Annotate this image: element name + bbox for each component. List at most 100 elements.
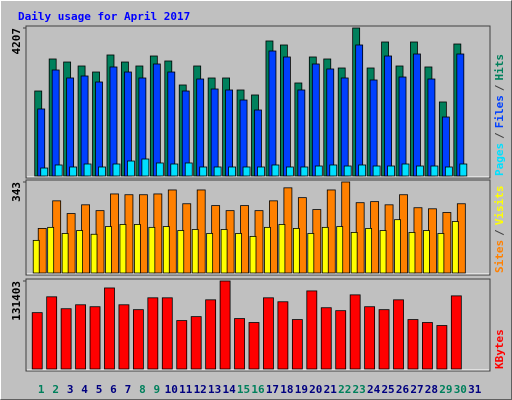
bar bbox=[51, 69, 60, 177]
bar bbox=[271, 164, 280, 177]
bar bbox=[76, 230, 83, 274]
bar bbox=[277, 301, 289, 370]
bar bbox=[407, 319, 419, 370]
bar bbox=[451, 221, 459, 274]
bar bbox=[393, 299, 404, 370]
bar bbox=[95, 81, 103, 177]
x-tick-label: 5 bbox=[96, 383, 103, 396]
bar bbox=[297, 89, 306, 177]
bar bbox=[340, 77, 349, 177]
x-tick-label: 20 bbox=[309, 383, 322, 396]
bar bbox=[119, 224, 127, 274]
x-tick-label: 28 bbox=[425, 383, 438, 396]
x-tick-label: 23 bbox=[353, 383, 366, 396]
bar bbox=[300, 166, 309, 177]
bar bbox=[234, 318, 245, 370]
bar bbox=[83, 163, 92, 177]
bar bbox=[306, 290, 318, 370]
x-tick-label: 14 bbox=[222, 383, 236, 396]
x-tick-label: 10 bbox=[165, 383, 178, 396]
bar bbox=[47, 226, 55, 274]
bar bbox=[387, 165, 395, 177]
x-tick-label: 17 bbox=[266, 383, 279, 396]
bar bbox=[329, 164, 338, 177]
bar bbox=[263, 297, 274, 370]
bar bbox=[40, 167, 49, 177]
bar bbox=[372, 165, 381, 177]
bar bbox=[278, 224, 286, 274]
bar bbox=[335, 310, 347, 370]
bar bbox=[80, 75, 89, 177]
bar bbox=[90, 233, 98, 274]
bar bbox=[196, 78, 205, 177]
bar bbox=[225, 89, 233, 177]
x-tick-label: 27 bbox=[410, 383, 423, 396]
bar bbox=[437, 233, 445, 274]
bar bbox=[283, 56, 291, 177]
x-tick-label: 25 bbox=[381, 383, 394, 396]
bar bbox=[75, 304, 86, 370]
bar bbox=[61, 233, 69, 274]
bar bbox=[105, 226, 112, 274]
legend: Sites / Visits bbox=[493, 186, 506, 274]
legend: KBytes bbox=[493, 329, 506, 369]
x-tick-label: 26 bbox=[396, 383, 410, 396]
bar bbox=[89, 306, 101, 370]
bar bbox=[210, 88, 219, 177]
x-tick-label: 2 bbox=[52, 383, 59, 396]
bar bbox=[46, 296, 58, 370]
bar bbox=[60, 308, 72, 370]
chart-title: Daily usage for April 2017 bbox=[18, 10, 190, 23]
bar bbox=[69, 166, 78, 177]
bar bbox=[220, 229, 228, 274]
legend-entry: Hits bbox=[493, 54, 506, 81]
bar bbox=[436, 325, 448, 370]
bar bbox=[384, 55, 392, 177]
bar bbox=[98, 166, 106, 177]
bar bbox=[109, 66, 118, 177]
legend: Pages / Files / Hits bbox=[493, 54, 506, 176]
bar bbox=[349, 294, 361, 370]
bar bbox=[416, 165, 424, 177]
y-max-label: 343 bbox=[10, 182, 23, 202]
bar bbox=[321, 226, 329, 274]
x-tick-label: 11 bbox=[179, 383, 193, 396]
bar bbox=[132, 309, 144, 370]
bar bbox=[364, 306, 376, 370]
legend-entry: Files bbox=[493, 95, 506, 128]
bar bbox=[32, 239, 40, 274]
bar bbox=[235, 233, 242, 274]
x-tick-label: 3 bbox=[67, 383, 74, 396]
bar bbox=[190, 316, 202, 370]
y-max-label: 4207 bbox=[10, 28, 23, 55]
bar bbox=[54, 164, 63, 177]
bar bbox=[456, 53, 465, 177]
legend-separator: / bbox=[493, 132, 506, 139]
legend-entry: Sites bbox=[493, 240, 506, 273]
legend-separator: / bbox=[493, 229, 506, 236]
bar bbox=[112, 163, 121, 177]
bar bbox=[176, 320, 188, 370]
bar bbox=[248, 322, 260, 370]
bar bbox=[167, 71, 176, 177]
x-tick-label: 12 bbox=[194, 383, 207, 396]
bar bbox=[378, 309, 390, 370]
x-tick-label: 15 bbox=[237, 383, 250, 396]
x-tick-label: 6 bbox=[110, 383, 117, 396]
x-tick-label: 18 bbox=[280, 383, 293, 396]
bar bbox=[369, 79, 378, 177]
bar bbox=[239, 99, 248, 177]
bar bbox=[162, 226, 170, 274]
bar bbox=[286, 166, 294, 177]
x-tick-label: 7 bbox=[125, 383, 132, 396]
x-tick-label: 21 bbox=[324, 383, 338, 396]
bar bbox=[161, 297, 173, 370]
bar bbox=[291, 319, 303, 370]
x-tick-label: 30 bbox=[454, 383, 467, 396]
x-tick-label: 4 bbox=[81, 383, 88, 396]
x-tick-label: 13 bbox=[208, 383, 221, 396]
bar bbox=[205, 299, 217, 370]
